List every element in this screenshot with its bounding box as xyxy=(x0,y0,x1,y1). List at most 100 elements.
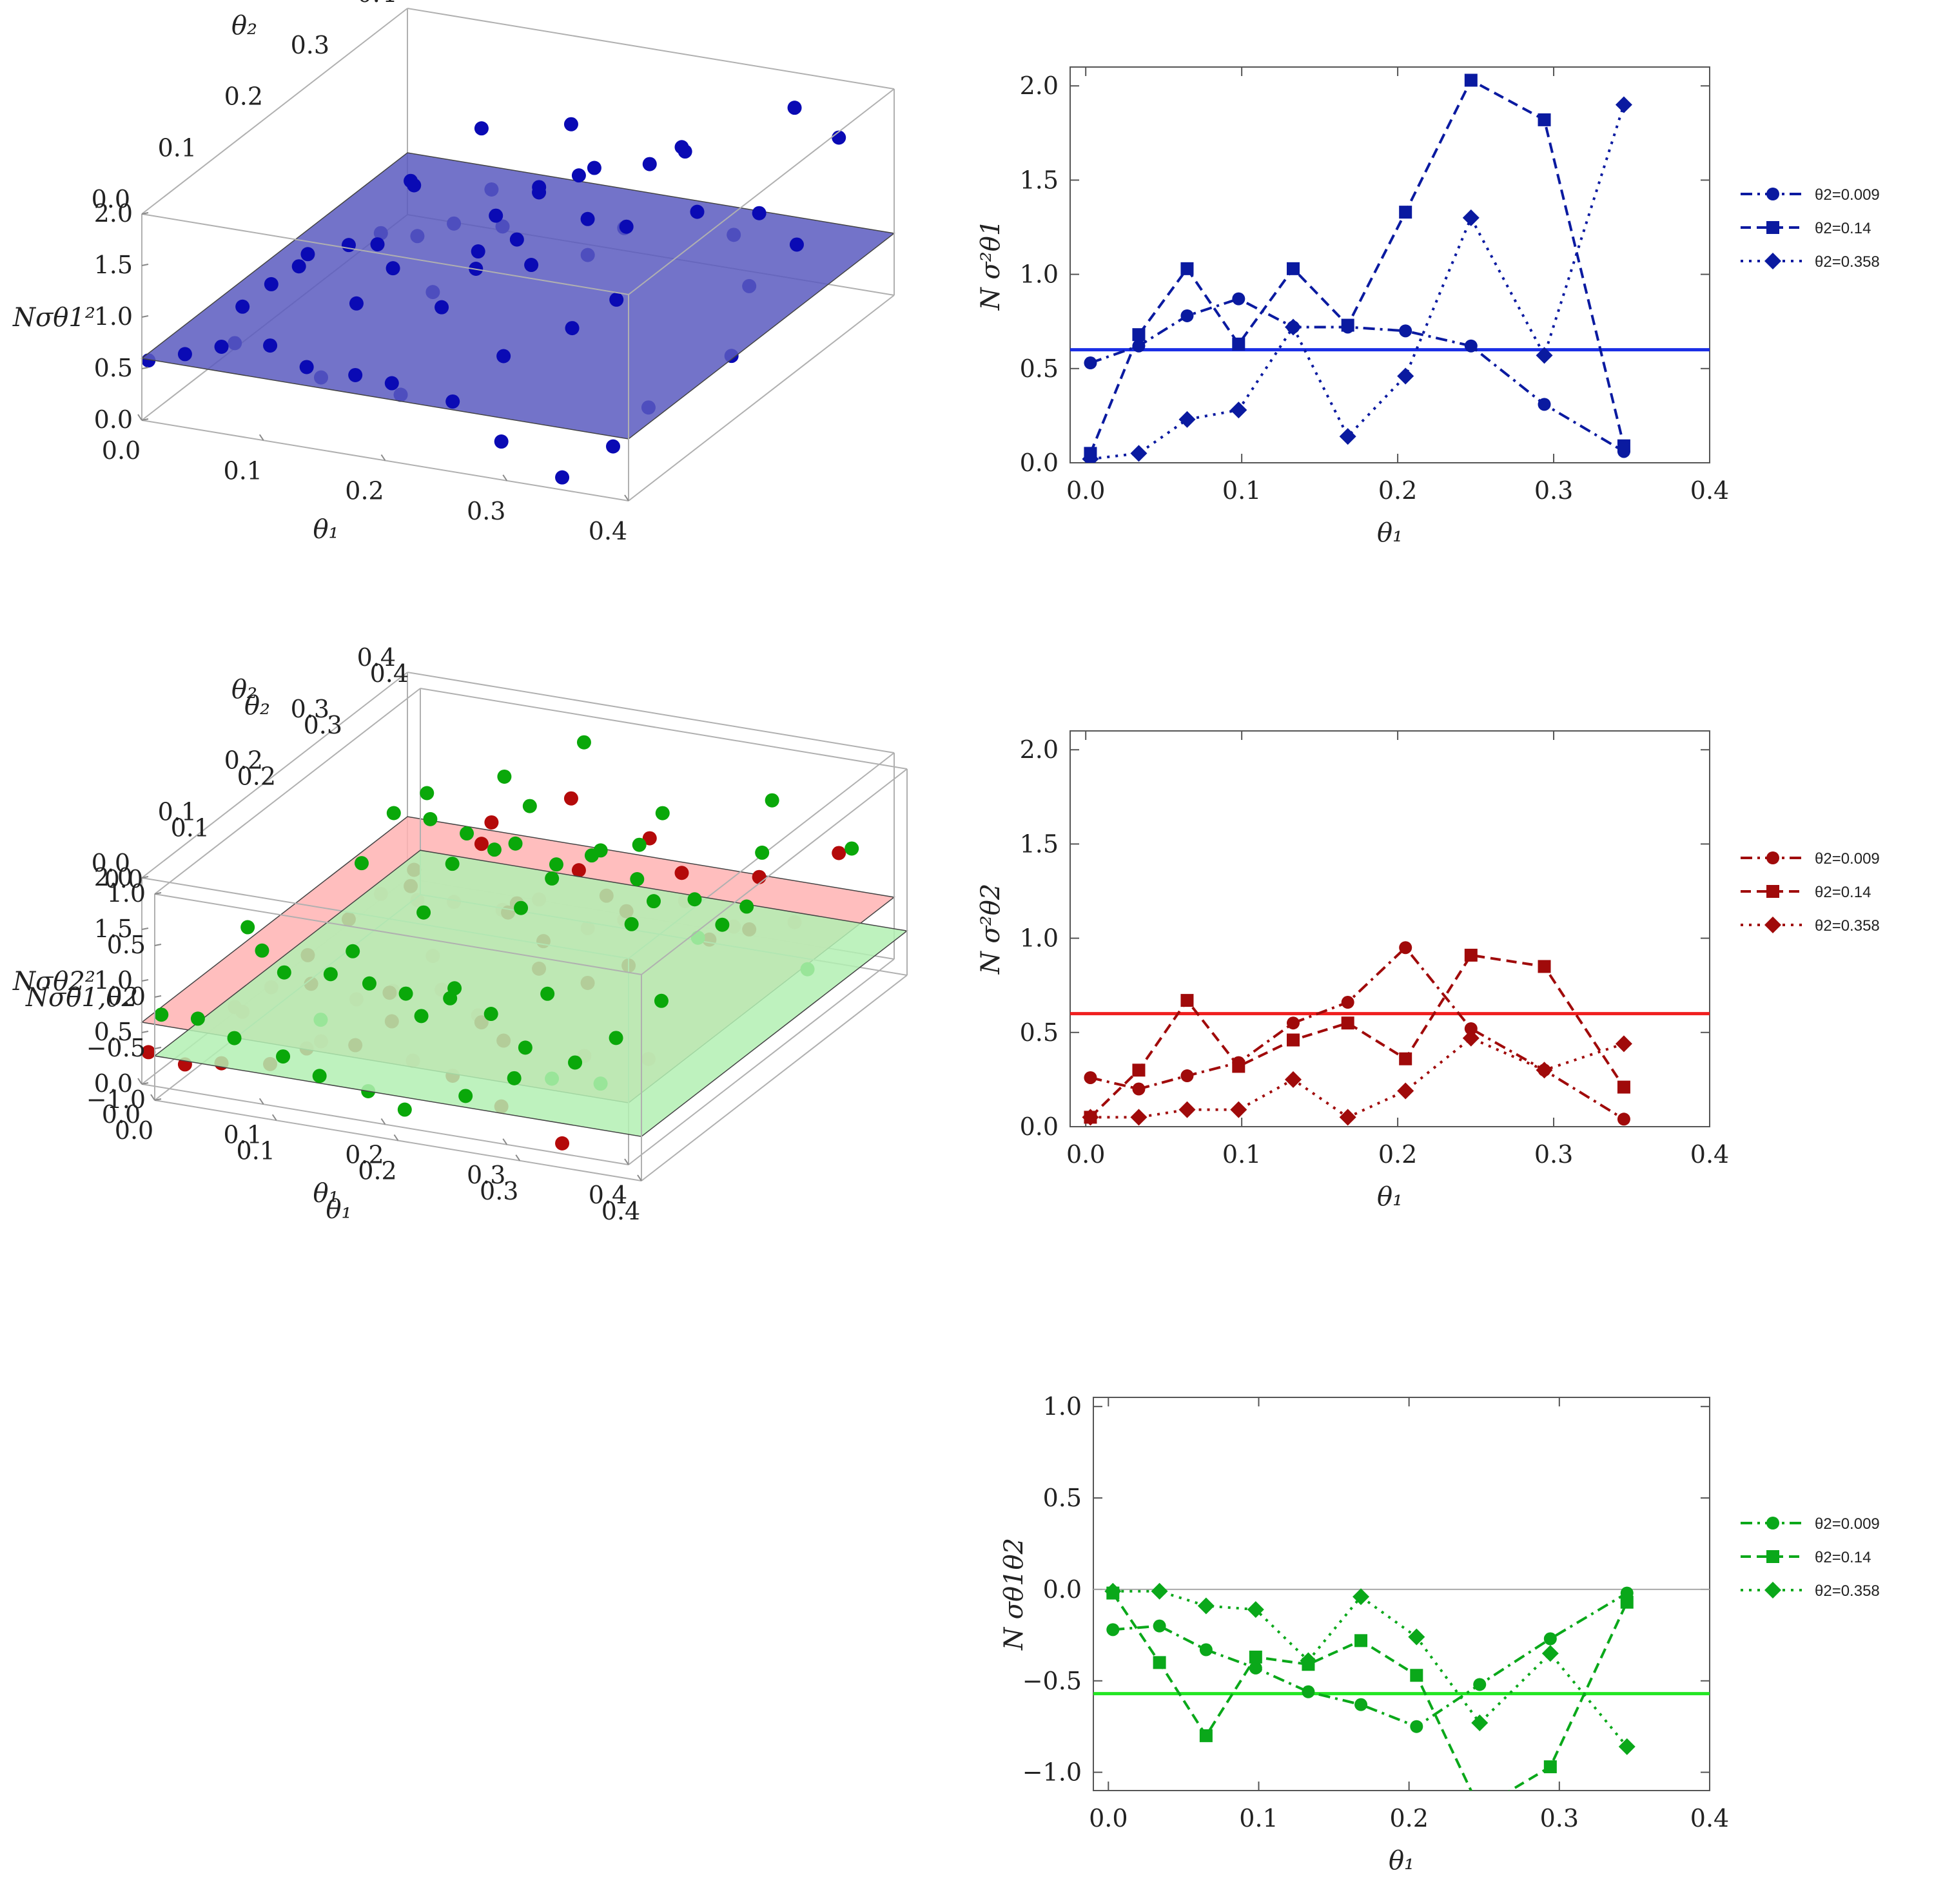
data-point xyxy=(624,917,639,931)
series-1-marker xyxy=(1180,309,1194,322)
series-2-marker xyxy=(1341,318,1354,332)
series-line-3 xyxy=(1090,1036,1625,1119)
y-tick-label: 0.0 xyxy=(92,849,130,877)
data-point xyxy=(524,258,539,273)
series-1-marker xyxy=(1399,324,1412,338)
data-point xyxy=(407,178,422,193)
series-3-marker xyxy=(1230,402,1247,419)
data-point xyxy=(494,434,509,449)
x-tick-label: 0.1 xyxy=(224,456,262,485)
series-3-marker xyxy=(1130,1109,1148,1126)
data-point xyxy=(384,376,399,391)
x-tick xyxy=(380,454,386,461)
y-axis-label: θ₂ xyxy=(244,691,270,721)
data-point xyxy=(632,837,647,852)
series-1-marker xyxy=(1302,1685,1315,1698)
data-point xyxy=(416,905,431,920)
data-point xyxy=(235,299,250,314)
z-tick xyxy=(154,1047,162,1049)
series-3-marker xyxy=(1536,1062,1553,1079)
data-point xyxy=(571,863,586,878)
z-tick xyxy=(141,1031,149,1033)
z-tick-label: −0.5 xyxy=(86,1034,146,1062)
data-point xyxy=(752,206,767,220)
data-point xyxy=(642,157,657,171)
data-point xyxy=(489,208,503,223)
series-1-marker xyxy=(1249,1661,1262,1675)
series-2-marker xyxy=(1410,1669,1423,1682)
data-point xyxy=(420,786,435,801)
x-tick-label: 0.1 xyxy=(1222,476,1261,505)
z-axis-label: Nσθ1² xyxy=(12,303,95,333)
data-point xyxy=(563,791,578,806)
series-1-marker xyxy=(1410,1720,1423,1733)
data-point xyxy=(509,232,524,247)
x-tick-label: 0.2 xyxy=(345,1141,384,1169)
x-tick-label: 0.4 xyxy=(589,1181,627,1209)
series-3-marker xyxy=(1300,1652,1317,1669)
y-tick-label: 0.1 xyxy=(158,133,197,162)
series-1-marker xyxy=(1286,1016,1300,1030)
series-line-1 xyxy=(1113,1591,1628,1728)
series-1-marker xyxy=(1617,1112,1630,1126)
legend-label: θ2=0.358 xyxy=(1815,1582,1880,1600)
z-tick xyxy=(141,367,149,369)
z-tick xyxy=(154,892,162,895)
y-axis-label: θ₂ xyxy=(231,11,257,41)
data-point xyxy=(630,872,645,886)
data-point xyxy=(214,339,229,354)
plot-frame xyxy=(1070,66,1710,463)
series-1-marker xyxy=(1473,1678,1487,1691)
legend-label: θ2=0.009 xyxy=(1815,186,1880,204)
data-point xyxy=(487,842,502,857)
data-point xyxy=(507,1071,522,1085)
data-point xyxy=(522,799,537,813)
z-tick xyxy=(141,264,149,266)
x-tick xyxy=(502,474,508,481)
x-axis-label: θ₁ xyxy=(1389,1846,1414,1876)
x-tick-label: 0.4 xyxy=(1690,476,1729,505)
data-point xyxy=(300,247,315,262)
y-tick-label: 0.4 xyxy=(357,0,396,8)
series-2-marker xyxy=(1538,960,1551,973)
series-2-marker xyxy=(1286,262,1300,275)
x-tick-label: 0.2 xyxy=(358,1157,396,1185)
series-line-1 xyxy=(1089,297,1625,453)
y-tick-label: 0.5 xyxy=(1020,1018,1059,1047)
z-tick xyxy=(154,944,162,946)
series-line-2 xyxy=(1089,953,1625,1118)
legend-label: θ2=0.009 xyxy=(1815,1515,1880,1533)
series-3-marker xyxy=(1408,1628,1425,1646)
plot2d-2: 0.0 0.5 1.0 1.5 2.0 0.0 0.1 0.2 0.3 0.4 θ₁ N σ²θ2 θ2… xyxy=(976,730,1880,1212)
y-tick-label: 0.5 xyxy=(1020,355,1059,383)
data-point xyxy=(787,101,802,115)
series-3-marker xyxy=(1284,318,1302,336)
y-axis-label: θ₂ xyxy=(231,675,257,704)
x-tick-label: 0.1 xyxy=(237,1136,275,1165)
y-tick-label: 0.2 xyxy=(237,763,276,791)
data-point xyxy=(414,1009,429,1024)
data-point xyxy=(765,793,779,808)
z-tick-label: 0.0 xyxy=(94,405,133,434)
z-tick xyxy=(141,876,149,879)
series-group xyxy=(1104,1582,1636,1791)
series-1-marker xyxy=(1180,1069,1194,1083)
data-point xyxy=(655,806,670,821)
series-2-marker xyxy=(1354,1634,1368,1647)
series-2-marker xyxy=(1232,1060,1245,1073)
plot2d-1: 0.0 0.5 1.0 1.5 2.0 0.0 0.1 0.2 0.3 0.4 θ₁ N σ²θ1 θ2… xyxy=(976,66,1880,548)
z-axis-label: Nσθ2² xyxy=(12,967,95,996)
x-tick xyxy=(637,1174,642,1181)
series-line-2 xyxy=(1089,78,1625,454)
data-point xyxy=(497,769,512,784)
box-edge-top-right xyxy=(628,88,895,295)
series-1-marker xyxy=(1084,356,1097,370)
data-point xyxy=(646,894,661,909)
series-3-marker xyxy=(1197,1597,1215,1615)
legend-marker xyxy=(1766,221,1779,234)
box-edge-top-right xyxy=(641,768,908,975)
x-tick-label: 0.0 xyxy=(115,1116,153,1145)
y-tick-label: 2.0 xyxy=(1020,72,1059,100)
x-tick-label: 0.3 xyxy=(480,1177,518,1205)
data-point xyxy=(346,944,360,958)
